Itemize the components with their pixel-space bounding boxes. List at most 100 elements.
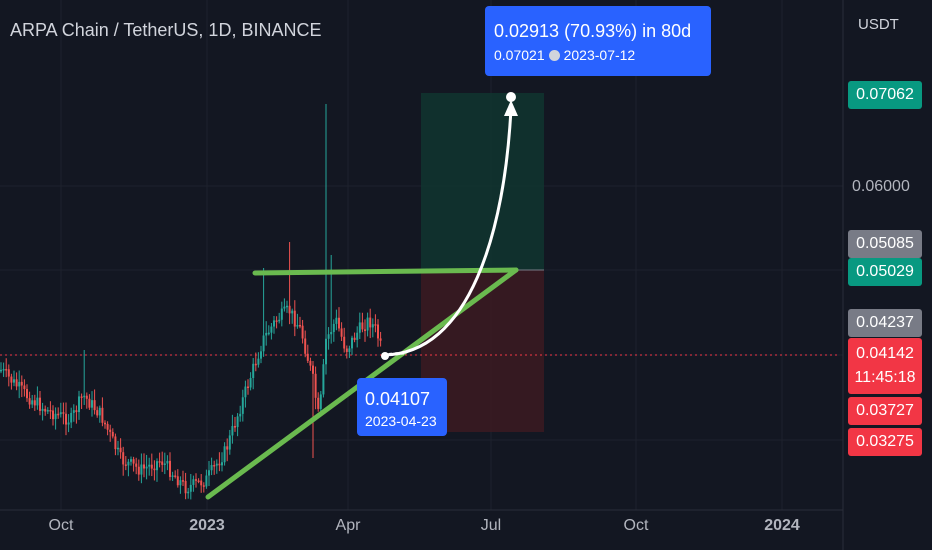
candle-body [72, 410, 75, 413]
candle-body [221, 462, 223, 466]
candle-body [252, 363, 255, 379]
candle-body [379, 338, 382, 341]
candle-body [306, 353, 309, 361]
candle-body [309, 360, 312, 366]
resistance-trendline[interactable] [252, 267, 519, 276]
entry-callout[interactable]: 0.04107 2023-04-23 [357, 378, 447, 436]
candle-body [140, 464, 143, 475]
candle-body [340, 328, 343, 337]
candle-body [192, 479, 195, 485]
candle-body [215, 463, 218, 466]
candle-body [312, 365, 314, 374]
candle-body [187, 491, 190, 494]
candle-body [299, 324, 301, 327]
candle-body [356, 332, 359, 340]
candle-body [319, 394, 322, 409]
candle-body [348, 348, 351, 352]
candle-body [5, 369, 8, 371]
candle-body [213, 465, 216, 467]
candle-body [291, 310, 294, 314]
candle-body [197, 480, 200, 483]
candle-body [49, 410, 52, 412]
candle-body [327, 334, 330, 339]
candle-body [195, 479, 197, 481]
candle-body [335, 317, 338, 324]
price-badge-entry: 0.05029 [848, 258, 922, 286]
candle-body [288, 305, 291, 314]
candle-body [358, 322, 361, 333]
candle-body [161, 461, 164, 465]
candle-body [210, 465, 213, 471]
candle-body [267, 332, 270, 335]
candle-body [366, 317, 369, 331]
candle-body [98, 407, 101, 416]
profit-zone [421, 93, 544, 270]
candle-body [182, 480, 184, 482]
target-point[interactable] [506, 92, 516, 102]
projection-arrow [382, 107, 513, 357]
candle-body [226, 446, 229, 450]
candle-body [304, 338, 307, 354]
candle-body [41, 408, 44, 411]
candle-body [124, 464, 127, 466]
candle-body [67, 422, 70, 425]
target-callout-sub: 0.07021 2023-07-12 [485, 42, 711, 64]
candle-body [96, 410, 99, 416]
candle-body [33, 400, 36, 406]
candle-body [150, 464, 153, 469]
candle-body [18, 381, 21, 387]
candle-body [260, 351, 262, 359]
candle-body [10, 376, 13, 383]
target-callout-main: 0.02913 (70.93%) in 80d [494, 21, 692, 41]
candle-body [85, 395, 88, 399]
candle-body [176, 476, 179, 486]
y-tick-label: 0.06000 [852, 178, 910, 195]
candle-body [322, 364, 325, 395]
candle-body [236, 416, 239, 428]
price-badge: 0.04237 [848, 309, 922, 337]
candle-body [130, 459, 132, 462]
price-badge-target: 0.07062 [848, 81, 922, 109]
candle-body [325, 338, 327, 365]
entry-point[interactable] [381, 352, 389, 360]
candle-body [189, 484, 192, 492]
candle-body [119, 447, 122, 453]
candle-body [39, 397, 41, 411]
candle-body [78, 396, 80, 413]
candle-body [330, 332, 333, 335]
candle-body [286, 305, 288, 308]
candle-body [228, 435, 231, 450]
candle-body [241, 397, 244, 414]
candle-body [80, 396, 83, 398]
candle-body [83, 395, 86, 398]
candle-body [283, 306, 286, 309]
target-callout[interactable]: 0.02913 (70.93%) in 80d 0.07021 2023-07-… [485, 6, 711, 76]
candle-body [301, 325, 304, 339]
x-tick-label: Apr [335, 517, 361, 534]
candle-body [166, 460, 169, 464]
candle-body [127, 461, 130, 466]
candle-body [200, 480, 203, 486]
candle-body [23, 385, 26, 390]
candle-body [36, 397, 39, 406]
candle-body [262, 335, 265, 352]
candle-body [59, 412, 62, 415]
candle-body [254, 363, 257, 366]
arrow-head [504, 100, 518, 116]
candle-body [7, 369, 10, 377]
candle-body [46, 410, 49, 412]
candle-body [208, 470, 210, 476]
candle-body [171, 475, 174, 477]
candle-body [353, 337, 356, 340]
candle-body [62, 412, 65, 414]
candle-body [158, 461, 161, 463]
candle-body [91, 400, 93, 408]
candle-body [75, 410, 78, 413]
candle-body [270, 326, 273, 333]
clock-icon [548, 49, 560, 61]
candle-body [88, 398, 91, 408]
candle-body [20, 381, 23, 386]
candle-body [132, 459, 135, 464]
entry-price: 0.04107 [365, 389, 431, 409]
